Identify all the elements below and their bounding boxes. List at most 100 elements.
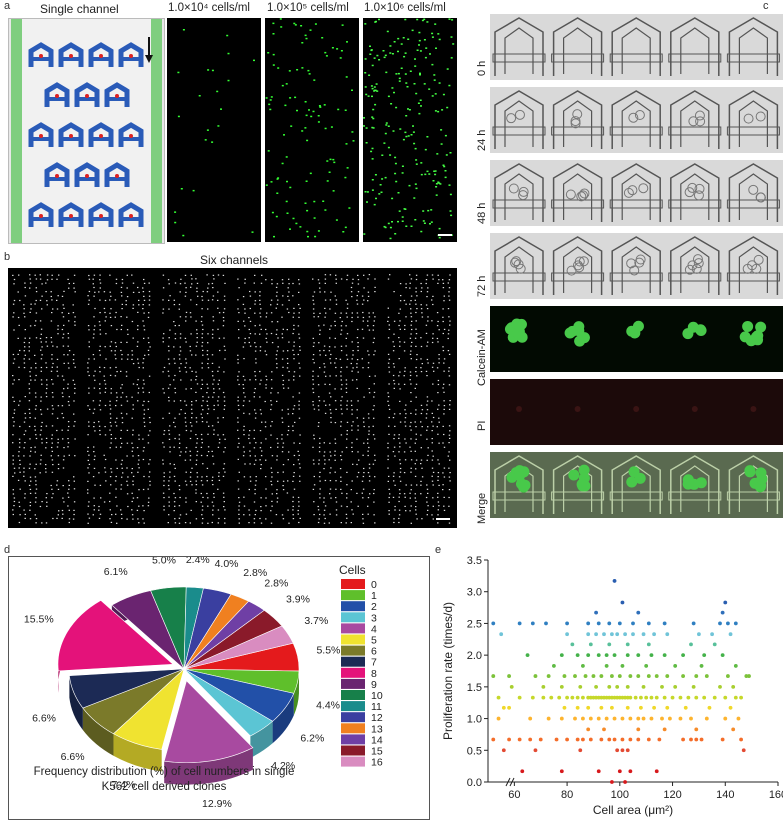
- cell-dot: [238, 383, 240, 386]
- cell-dot: [323, 349, 325, 352]
- cell-dot: [29, 518, 32, 520]
- cell-dot: [99, 400, 101, 402]
- cell-dot: [437, 459, 439, 461]
- cell-dot: [238, 471, 240, 473]
- scatter-point: [549, 695, 554, 700]
- cell-dot: [346, 471, 348, 473]
- cell-dot: [144, 425, 146, 427]
- cell-dot: [374, 375, 376, 377]
- cell-dot: [207, 333, 209, 335]
- cell-dot: [276, 178, 279, 180]
- cell-dot: [93, 408, 96, 410]
- cell-dot: [358, 459, 360, 461]
- cell-dot: [313, 514, 315, 516]
- cell-dot: [12, 463, 14, 465]
- cell-dot: [212, 509, 214, 511]
- scatter-point: [602, 695, 606, 700]
- cell-dot: [259, 430, 262, 432]
- cell-dot: [410, 312, 412, 314]
- scatter-point: [691, 621, 696, 626]
- scatter-point: [617, 769, 622, 774]
- cell-dot: [330, 325, 332, 327]
- cell-dot: [206, 413, 209, 415]
- cell-dot: [93, 387, 96, 389]
- cell-dot: [378, 18, 380, 21]
- scatter-point: [607, 621, 612, 626]
- cell-dot: [174, 437, 176, 440]
- cell-dot: [380, 191, 383, 193]
- cell-dot: [420, 463, 422, 465]
- cell-dot: [23, 433, 25, 436]
- cell-dot: [362, 454, 364, 456]
- scatter-point: [496, 716, 501, 721]
- cell-dot: [12, 396, 14, 398]
- cell-dot: [45, 396, 48, 398]
- cell-dot: [293, 22, 296, 25]
- live-cell-icon: [514, 470, 526, 482]
- cell-dot: [104, 467, 106, 469]
- cell-dot: [282, 295, 284, 297]
- cell-dot: [168, 412, 171, 414]
- cell-dot: [271, 505, 273, 507]
- cell-dot: [260, 522, 263, 524]
- cell-dot: [204, 139, 207, 141]
- cell-dot: [287, 362, 289, 364]
- cell-dot: [306, 209, 309, 212]
- trap-unit-icon: [28, 42, 54, 67]
- cell-dot: [403, 472, 406, 474]
- cell-dot: [404, 367, 406, 369]
- cell-dot: [30, 480, 32, 482]
- cell-dot: [399, 345, 401, 347]
- cell-dot: [201, 295, 203, 298]
- cell-dot: [443, 328, 446, 330]
- cell-dot: [93, 458, 96, 461]
- cell-dot: [367, 291, 370, 293]
- cell-dot: [121, 324, 123, 326]
- cell-dot: [179, 358, 181, 360]
- cell-dot: [410, 467, 412, 469]
- scatter-point: [628, 737, 633, 742]
- trap-unit-icon: [58, 42, 84, 67]
- cell-dot: [371, 95, 373, 98]
- cell-icon: [742, 263, 753, 274]
- cell-dot: [398, 337, 400, 339]
- cell-dot: [339, 358, 342, 360]
- cell-dot: [24, 396, 26, 398]
- cell-dot: [363, 117, 365, 119]
- cell-dot: [222, 311, 225, 314]
- scatter-point: [712, 642, 717, 647]
- scatter-point: [491, 737, 496, 742]
- cell-dot: [393, 379, 395, 382]
- cell-dot: [275, 354, 278, 356]
- cell-dot: [393, 366, 395, 368]
- cell-dot: [357, 274, 359, 276]
- cell-dot: [12, 475, 14, 477]
- cell-dot: [57, 488, 60, 490]
- cell-dot: [12, 375, 14, 377]
- cell-dot: [352, 278, 354, 280]
- scatter-point: [520, 769, 525, 774]
- cell-dot: [211, 337, 214, 339]
- cell-dot: [93, 446, 95, 448]
- cell-dot: [173, 304, 176, 306]
- cell-dot: [259, 447, 262, 449]
- cell-dot: [390, 103, 393, 105]
- cell-dot: [237, 417, 239, 419]
- cell-dot: [142, 358, 145, 360]
- cell-dot: [195, 345, 198, 347]
- cell-dot: [356, 492, 358, 494]
- cell-dot: [362, 497, 364, 499]
- cell-dot: [51, 446, 53, 449]
- cell-dot: [179, 333, 182, 335]
- cell-dot: [323, 497, 325, 499]
- live-cell-icon: [578, 464, 590, 476]
- cell-dot: [51, 392, 54, 394]
- cell-dot: [283, 134, 285, 136]
- cell-dot: [87, 367, 89, 369]
- cell-dot: [328, 459, 330, 461]
- cell-dot: [411, 29, 414, 32]
- cell-dot: [249, 430, 251, 432]
- cell-dot: [369, 45, 371, 47]
- cell-dot: [28, 467, 31, 469]
- cell-dot: [35, 396, 37, 398]
